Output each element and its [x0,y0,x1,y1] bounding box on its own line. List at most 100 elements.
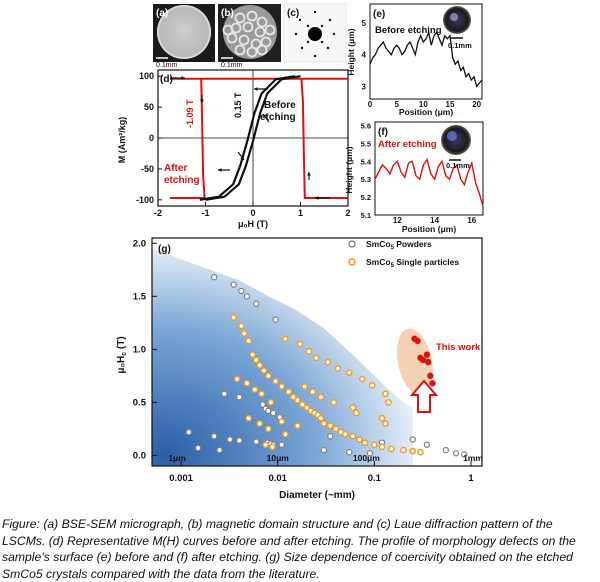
powder-point [460,451,468,458]
legend-marker-powders [348,240,356,248]
plot-frame [151,237,483,467]
optical-photo [443,6,471,34]
x-tick-label: 0.1 [368,473,382,484]
single-particle-point [267,399,275,406]
panel-f-ylabel: Height (μm) [344,146,354,193]
single-particle-point [262,441,269,449]
x-tick-label: 2 [345,208,350,218]
single-particle-point [400,446,407,454]
laue-spots [294,10,336,58]
single-particle-point [358,375,366,383]
up-arrow [409,379,439,413]
single-particle-point [285,388,293,396]
panel-c: (c) [283,3,347,63]
size-label: 10μm [267,453,290,463]
annot-109: -1.09 T [185,99,195,128]
panel-a-label: (a) [156,8,168,19]
powder-point [409,436,417,443]
powder-point [278,441,285,448]
laue-spot [328,18,332,22]
arrow-head [315,196,319,200]
before-profile [369,30,483,88]
this-work-point [423,351,431,358]
x-tick-label: 5 [394,100,399,109]
single-particle-point [368,382,376,389]
annot-015: 0.15 T [233,92,243,118]
y-tick-label: 0.5 [133,397,147,408]
direction-arrows [170,76,330,200]
panel-e-title: Before etching [375,25,442,36]
panel-e-ylabel: Height (μm) [346,28,356,75]
laue-spot [332,32,336,36]
this-work-highlight [396,328,434,396]
y-tick-labels: 5.6 5.5 5.4 5.3 5.2 5.1 [361,122,372,220]
single-particle-point [256,361,263,369]
panel-f-title: After etching [378,139,437,150]
domain-loop [246,10,258,22]
single-particle-point [378,443,386,451]
domain-loop [256,16,268,28]
x-tick-label: 14 [430,216,439,225]
single-particle-point [409,447,417,455]
single-particle-point [252,356,260,364]
domain-loop [234,12,246,24]
single-particle-point [240,330,248,337]
theory-region [152,248,413,466]
domain-loop [254,26,266,38]
panel-f: (f) After etching 0.1mm 12 14 16 5.6 5.5 5.4… [344,121,484,234]
y-tick-label: -100 [136,195,154,205]
single-particle-point [294,422,301,430]
x-tick-labels: -2 -1 0 1 2 [154,208,351,218]
single-particle-point [245,414,252,422]
single-particle-point [349,432,357,440]
single-particle-point [382,420,389,427]
y-tick-label: -50 [141,164,154,174]
single-particle-point [378,414,386,422]
this-work-points [411,335,436,387]
panel-g-label: (g) [158,244,171,255]
arrow-head [181,76,185,80]
legend-single: SmCo5 Single particles [366,257,459,269]
y-tick-label: 5.2 [361,193,371,202]
domain-loop [234,44,246,56]
single-particle-point [334,365,342,372]
y-tick-label: 1.5 [133,291,147,302]
single-particle-point [296,340,304,348]
single-particle-point [282,430,289,438]
single-particle-point [233,375,241,383]
domain-loop [238,34,250,46]
powder-point [238,287,245,295]
legend-marker-single [348,258,356,266]
this-work-point [424,358,432,366]
single-particle-point [237,322,245,330]
annot-before-2: etching [260,112,296,123]
laue-spot [298,18,302,22]
single-particle-point [299,401,306,408]
laue-center [308,27,322,41]
single-particle-point [301,383,309,390]
photo-highlight [447,131,457,141]
panel-d-xlabel: μ₀H (T) [238,219,268,229]
single-particle-point [332,425,340,433]
single-particle-point [330,399,338,406]
panel-c-label: (c) [287,8,299,19]
powder-point [253,300,260,307]
this-work-point [427,372,434,380]
tick-marks [152,242,472,466]
single-particle-point [294,396,301,404]
x-tick-label: 12 [393,216,402,225]
single-particle-point [326,422,334,430]
powder-point [243,293,251,300]
y-tick-label: 5 [362,19,367,28]
single-particle-point [309,388,317,396]
laue-spot [313,54,317,58]
x-tick-labels: 0 5 10 15 20 [368,100,482,109]
single-particle-point [265,425,272,433]
single-particle-point [352,409,360,417]
x-tick-label: 0 [368,100,373,109]
magnetic-domains [222,10,276,58]
single-particle-point [258,390,265,398]
y-tick-label: 3 [362,82,367,91]
panel-d-ylabel: M (Am²/kg) [117,117,127,164]
legend-powders: SmCo5 Powders [366,239,432,251]
